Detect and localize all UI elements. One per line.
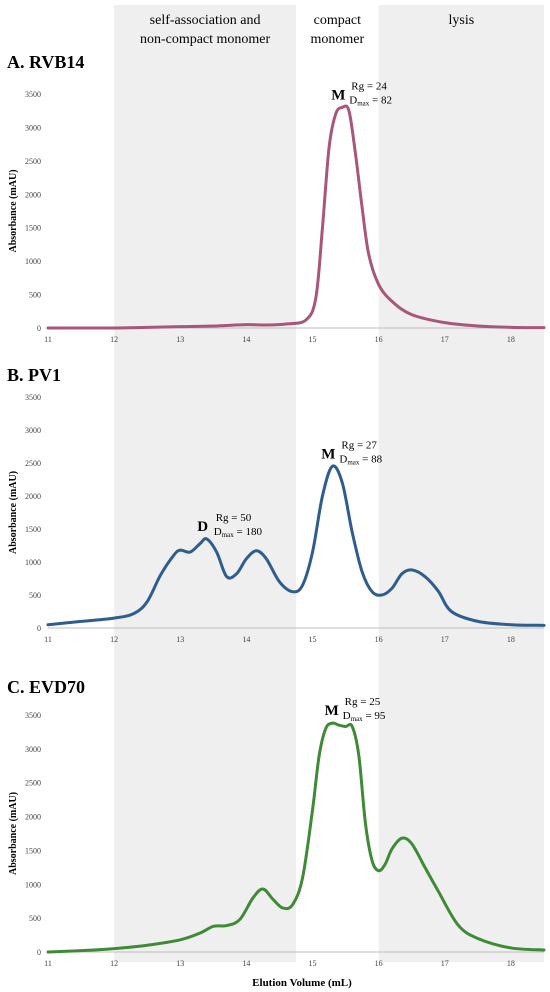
dmax-symbol: D: [343, 710, 351, 722]
region-label: monomer: [311, 32, 365, 47]
dmax-value: = 95: [363, 710, 386, 722]
x-tick-label: 15: [309, 959, 317, 968]
x-tick-label: 14: [242, 635, 250, 644]
peak-dmax-label: Dmax = 180: [214, 526, 263, 539]
dmax-value: = 88: [359, 453, 382, 465]
y-tick-label: 500: [29, 591, 41, 600]
x-tick-label: 17: [441, 335, 449, 344]
y-tick-label: 2000: [25, 190, 41, 199]
y-tick-label: 1000: [25, 880, 41, 889]
x-tick-label: 14: [242, 335, 250, 344]
dmax-symbol: D: [339, 453, 347, 465]
peak-rg-label: Rg = 25: [345, 696, 381, 708]
peak-letter: M: [331, 87, 345, 103]
y-tick-label: 0: [37, 948, 41, 957]
dmax-value: = 82: [369, 94, 392, 106]
dmax-symbol: D: [349, 94, 357, 106]
series-line: [46, 721, 546, 954]
y-tick-label: 500: [29, 914, 41, 923]
chart-panel: A. RVB14 11 12 13 14 15 16 17 18 0 500 1000 1500 2000…: [7, 52, 546, 344]
y-tick-label: 2500: [25, 459, 41, 468]
region-band: [114, 5, 296, 962]
x-tick-label: 11: [44, 959, 52, 968]
y-tick-label: 1500: [25, 224, 41, 233]
region-label: non-compact monomer: [140, 32, 271, 47]
dmax-symbol: D: [214, 526, 222, 538]
y-tick-label: 1500: [25, 846, 41, 855]
y-tick-label: 3000: [25, 426, 41, 435]
series-line: [46, 464, 546, 627]
x-tick-label: 13: [176, 335, 184, 344]
y-tick-label: 2000: [25, 492, 41, 501]
peak-letter: M: [325, 703, 339, 719]
region-label: lysis: [448, 13, 474, 28]
dmax-subscript: max: [357, 99, 370, 107]
y-axis-label: Absorbance (mAU): [8, 169, 19, 252]
x-tick-label: 12: [110, 635, 118, 644]
y-tick-label: 3000: [25, 123, 41, 132]
x-tick-label: 12: [110, 335, 118, 344]
y-tick-label: 2000: [25, 813, 41, 822]
dmax-subscript: max: [222, 531, 235, 539]
panel-title: C. EVD70: [7, 677, 85, 697]
y-tick-label: 3000: [25, 745, 41, 754]
x-tick-label: 16: [375, 335, 383, 344]
region-label: self-association and: [150, 13, 261, 28]
peak-rg-label: Rg = 24: [351, 80, 387, 92]
dmax-subscript: max: [347, 458, 360, 466]
x-tick-label: 16: [375, 635, 383, 644]
x-tick-label: 13: [176, 635, 184, 644]
chart-panel: B. PV1 11 12 13 14 15 16 17 18 0 500 1000 1500 2000 25…: [7, 365, 546, 644]
x-tick-label: 18: [507, 959, 515, 968]
dmax-value: = 180: [234, 526, 263, 538]
peak-dmax-label: Dmax = 88: [339, 453, 382, 466]
x-tick-label: 13: [176, 959, 184, 968]
y-tick-label: 3500: [25, 90, 41, 99]
region-label: compact: [314, 13, 362, 28]
y-tick-label: 1000: [25, 558, 41, 567]
x-tick-label: 17: [441, 959, 449, 968]
y-tick-label: 2500: [25, 157, 41, 166]
y-tick-label: 3500: [25, 393, 41, 402]
x-tick-label: 11: [44, 635, 52, 644]
y-tick-label: 0: [37, 624, 41, 633]
y-tick-label: 3500: [25, 711, 41, 720]
region-bands: [114, 5, 544, 962]
peak-letter: D: [197, 519, 208, 535]
dmax-subscript: max: [351, 715, 364, 723]
y-axis-label: Absorbance (mAU): [8, 792, 19, 875]
peak-rg-label: Rg = 50: [216, 512, 252, 524]
x-tick-label: 18: [507, 335, 515, 344]
x-tick-label: 14: [242, 959, 250, 968]
y-tick-label: 2500: [25, 779, 41, 788]
panel-title: B. PV1: [7, 365, 61, 385]
x-tick-label: 15: [309, 635, 317, 644]
panel-title: A. RVB14: [7, 52, 84, 72]
chart-panel: C. EVD70 11 12 13 14 15 16 17 18 0 500 1000 1500 2000…: [7, 677, 546, 968]
peak-rg-label: Rg = 27: [341, 439, 377, 451]
y-tick-label: 1500: [25, 525, 41, 534]
y-tick-label: 500: [29, 291, 41, 300]
peak-dmax-label: Dmax = 82: [349, 94, 392, 107]
y-tick-label: 1000: [25, 257, 41, 266]
peak-letter: M: [321, 446, 335, 462]
y-tick-label: 0: [37, 324, 41, 333]
x-tick-label: 11: [44, 335, 52, 344]
region-band: [378, 5, 544, 962]
x-tick-label: 17: [441, 635, 449, 644]
x-tick-label: 18: [507, 635, 515, 644]
x-axis-label: Elution Volume (mL): [252, 977, 352, 989]
x-tick-label: 16: [375, 959, 383, 968]
x-tick-label: 12: [110, 959, 118, 968]
series-line: [46, 104, 546, 330]
y-axis-label: Absorbance (mAU): [8, 471, 19, 554]
x-tick-label: 15: [309, 335, 317, 344]
peak-dmax-label: Dmax = 95: [343, 710, 386, 723]
region-labels: self-association and non-compact monomer c…: [140, 13, 474, 47]
